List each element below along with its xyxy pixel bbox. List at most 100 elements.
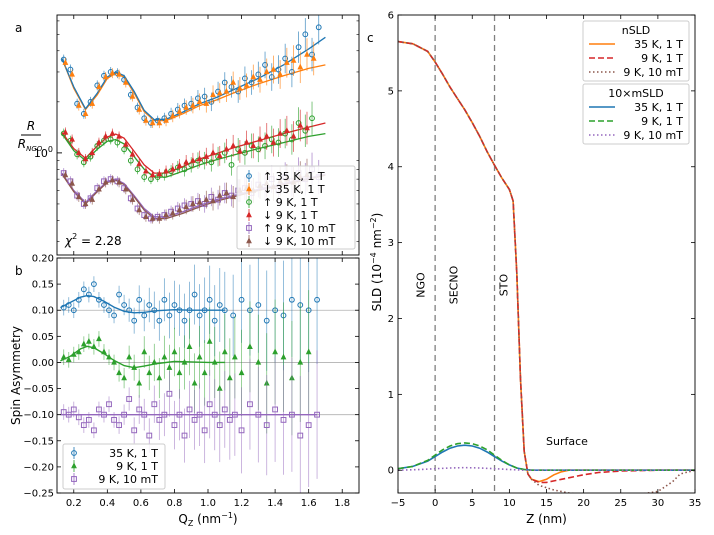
data-point-b-2 bbox=[280, 416, 287, 423]
y-tick-label-b: −0.25 bbox=[23, 489, 54, 500]
data-point-b-0 bbox=[171, 302, 178, 308]
data-point-a-5 bbox=[109, 176, 116, 183]
data-point-b-1 bbox=[186, 343, 193, 349]
x-tick-label-c: 10 bbox=[503, 498, 516, 509]
panel-label-b: b bbox=[15, 264, 23, 278]
data-point-b-0 bbox=[196, 312, 203, 319]
spin-asymmetry-panel: 0.2 0.4 0.6 0.8 1.0 1.2 1.4 1.6 1.8 0.20 0.15 0.10 0… bbox=[9, 254, 360, 528]
data-point-a-2 bbox=[242, 149, 248, 156]
data-point-a-5 bbox=[156, 214, 163, 221]
data-point-a-3 bbox=[129, 150, 136, 157]
data-point-b-2 bbox=[216, 422, 223, 429]
data-point-a-3 bbox=[62, 128, 69, 135]
panel-label-a: a bbox=[15, 21, 22, 35]
panel-label-c: c bbox=[367, 31, 374, 45]
y-axis-label-c: SLD (10−4 nm−2) bbox=[369, 213, 384, 312]
sld-curve-msld-35-k-1-t bbox=[398, 444, 695, 472]
data-point-b-0 bbox=[263, 317, 270, 324]
data-point-a-5 bbox=[216, 192, 223, 198]
y-label-denominator-sub: NGO bbox=[26, 145, 43, 153]
data-point-a-5 bbox=[230, 193, 237, 200]
sld-frame bbox=[397, 14, 696, 494]
data-point-a-1 bbox=[102, 73, 109, 80]
data-point-a-2 bbox=[107, 136, 114, 143]
data-point-a-3 bbox=[243, 139, 250, 145]
data-point-a-0 bbox=[67, 66, 74, 73]
y-tick-label-b: 0.15 bbox=[32, 280, 54, 291]
data-point-a-3 bbox=[263, 132, 270, 139]
x-tick-label-c: −5 bbox=[391, 498, 406, 509]
data-point-a-5 bbox=[223, 189, 230, 196]
legend-a-label: ↓ 9 K, 10 mT bbox=[263, 235, 336, 248]
data-point-a-5 bbox=[169, 209, 176, 216]
legend-c-label: 9 K, 1 T bbox=[641, 52, 683, 65]
legend-a-label: ↓ 35 K, 1 T bbox=[263, 183, 325, 196]
x-axis-label-b: QZ (nm−1) bbox=[178, 511, 237, 528]
data-point-a-5 bbox=[183, 203, 190, 210]
x-tick-label-b: 0.4 bbox=[99, 498, 115, 509]
data-point-a-1 bbox=[82, 110, 89, 116]
y-tick-label-c: 3 bbox=[388, 238, 394, 249]
data-point-b-1 bbox=[121, 374, 127, 381]
data-point-a-1 bbox=[156, 119, 163, 126]
data-point-b-1 bbox=[96, 335, 102, 342]
data-point-a-1 bbox=[230, 78, 237, 85]
data-point-a-5 bbox=[122, 185, 129, 192]
data-point-a-3 bbox=[96, 139, 102, 145]
legend-b-label: 9 K, 1 T bbox=[116, 460, 158, 473]
data-point-a-1 bbox=[183, 103, 190, 110]
data-point-a-3 bbox=[304, 124, 310, 131]
data-point-a-0 bbox=[248, 79, 255, 86]
y-label-c-end: ) bbox=[370, 213, 384, 218]
y-tick-label-b: −0.05 bbox=[23, 384, 54, 395]
data-point-b-1 bbox=[171, 348, 178, 355]
asymmetry-frame bbox=[56, 257, 360, 494]
data-point-b-2 bbox=[226, 416, 233, 423]
data-point-b-0 bbox=[230, 312, 237, 319]
x-label-unit: (nm bbox=[193, 512, 221, 526]
data-point-b-1 bbox=[305, 348, 312, 355]
data-point-a-1 bbox=[62, 59, 69, 65]
legend-c-title: 10×mSLD bbox=[608, 87, 664, 100]
y-tick-label-c: 1 bbox=[388, 390, 394, 401]
x-label-unit-end: ) bbox=[233, 512, 238, 526]
data-point-b-1 bbox=[176, 369, 183, 376]
data-point-a-0 bbox=[315, 24, 322, 31]
data-point-a-1 bbox=[96, 83, 102, 90]
data-point-b-1 bbox=[65, 356, 72, 363]
layer-label: SECNO bbox=[448, 265, 461, 304]
data-point-a-5 bbox=[102, 178, 109, 185]
data-point-b-2 bbox=[305, 422, 312, 429]
data-point-b-2 bbox=[136, 406, 143, 413]
data-point-a-0 bbox=[302, 31, 309, 38]
data-point-b-1 bbox=[247, 343, 253, 349]
asymmetry-plot-area bbox=[57, 258, 359, 493]
data-point-b-0 bbox=[80, 286, 87, 293]
data-point-a-3 bbox=[216, 152, 223, 159]
data-point-a-2 bbox=[114, 139, 121, 146]
data-point-a-0 bbox=[221, 79, 228, 86]
data-point-a-5 bbox=[75, 193, 82, 200]
x-tick-label-c: 20 bbox=[577, 498, 590, 509]
data-point-b-1 bbox=[231, 353, 238, 360]
data-point-b-0 bbox=[106, 307, 112, 314]
data-point-a-3 bbox=[89, 149, 96, 156]
data-point-b-2 bbox=[131, 427, 138, 434]
legend-b-marker bbox=[71, 476, 77, 482]
data-point-b-1 bbox=[146, 369, 153, 376]
data-point-a-0 bbox=[295, 44, 302, 51]
legend-c-msld bbox=[582, 83, 690, 145]
data-point-b-1 bbox=[206, 337, 213, 344]
y-tick-label-c: 6 bbox=[388, 11, 394, 22]
data-point-a-1 bbox=[223, 87, 230, 94]
data-point-a-5 bbox=[190, 200, 196, 207]
data-point-a-0 bbox=[242, 75, 248, 82]
data-point-b-1 bbox=[191, 379, 198, 386]
data-point-a-3 bbox=[277, 129, 284, 136]
data-point-b-2 bbox=[126, 396, 133, 402]
data-point-b-2 bbox=[247, 401, 253, 408]
data-point-a-3 bbox=[283, 127, 290, 133]
layer-label: STO bbox=[497, 273, 510, 296]
data-point-a-0 bbox=[201, 93, 208, 100]
data-point-a-1 bbox=[122, 78, 129, 85]
